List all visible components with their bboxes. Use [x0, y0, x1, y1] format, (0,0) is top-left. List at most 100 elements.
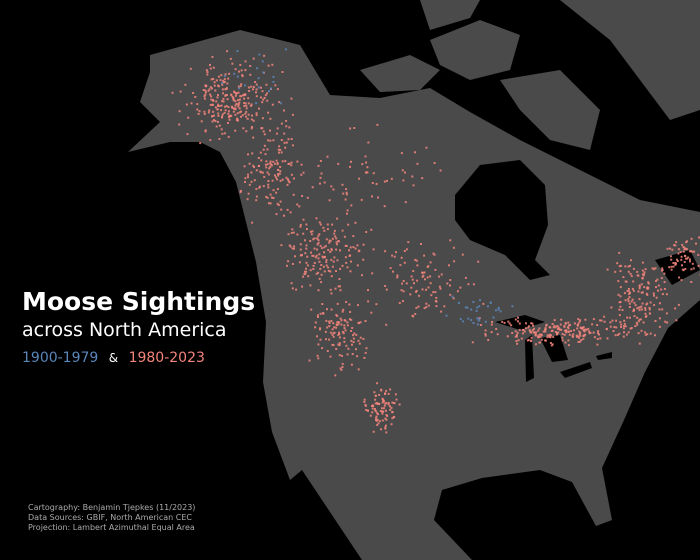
sighting-dot	[338, 344, 341, 347]
sighting-dot	[327, 269, 330, 272]
sighting-dot	[462, 320, 465, 323]
sighting-dot	[299, 223, 302, 226]
sighting-dot	[386, 179, 388, 182]
sighting-dot	[516, 331, 519, 334]
sighting-dot	[221, 88, 224, 91]
sighting-dot	[337, 343, 340, 346]
sighting-dot	[546, 336, 549, 339]
sighting-dot	[224, 105, 227, 108]
sighting-dot	[275, 213, 278, 216]
sighting-dot	[501, 320, 504, 323]
sighting-dot	[291, 113, 294, 116]
sighting-dot	[661, 269, 664, 272]
sighting-dot	[244, 181, 246, 183]
sighting-dot	[643, 271, 646, 274]
arctic-island	[420, 0, 480, 30]
sighting-dot	[215, 125, 218, 128]
sighting-dot	[316, 243, 319, 246]
sighting-dot	[429, 275, 432, 278]
sighting-dot	[666, 321, 669, 324]
sighting-dot	[257, 165, 260, 167]
sighting-dot	[567, 321, 570, 324]
sighting-dot	[372, 248, 375, 251]
sighting-dot	[220, 128, 223, 131]
sighting-dot	[290, 97, 293, 100]
hudson-bay	[455, 160, 550, 280]
sighting-dot	[216, 120, 219, 123]
sighting-dot	[236, 118, 239, 121]
sighting-dot	[534, 343, 537, 346]
sighting-dot	[281, 178, 284, 181]
sighting-dot	[237, 105, 240, 108]
sighting-dot	[629, 291, 631, 294]
great-lake	[560, 362, 592, 378]
sighting-dot	[647, 287, 650, 289]
sighting-dot	[247, 192, 250, 195]
sighting-dot	[689, 260, 691, 263]
sighting-dot	[475, 309, 478, 312]
sighting-dot	[339, 289, 342, 292]
sighting-dot	[446, 282, 449, 285]
sighting-dot	[389, 388, 392, 391]
sighting-dot	[676, 260, 679, 262]
sighting-dot	[422, 274, 425, 277]
sighting-dot	[685, 248, 688, 251]
sighting-dot	[226, 94, 228, 96]
sighting-dot	[200, 120, 203, 123]
sighting-dot	[332, 335, 335, 338]
sighting-dot	[585, 328, 588, 331]
sighting-dot	[511, 332, 514, 334]
sighting-dot	[224, 94, 227, 97]
sighting-dot	[255, 112, 258, 115]
sighting-dot	[611, 319, 614, 322]
sighting-dot	[324, 255, 326, 258]
sighting-dot	[630, 327, 633, 329]
sighting-dot	[338, 278, 341, 280]
sighting-dot	[267, 173, 270, 176]
sighting-dot	[257, 157, 260, 159]
sighting-dot	[326, 308, 328, 311]
sighting-dot	[330, 308, 333, 311]
sighting-dot	[598, 333, 600, 336]
sighting-dot	[316, 237, 319, 240]
sighting-dot	[376, 412, 379, 415]
sighting-dot	[563, 325, 566, 328]
sighting-dot	[421, 271, 424, 274]
sighting-dot	[299, 254, 302, 257]
sighting-dot	[279, 170, 282, 173]
sighting-dot	[276, 127, 279, 130]
sighting-dot	[250, 118, 253, 121]
sighting-dot	[402, 300, 404, 303]
sighting-dot	[596, 338, 599, 340]
sighting-dot	[234, 68, 237, 71]
sighting-dot	[203, 95, 206, 98]
sighting-dot	[686, 257, 688, 260]
sighting-dot	[265, 195, 268, 198]
sighting-dot	[349, 165, 351, 168]
sighting-dot	[643, 286, 646, 289]
sighting-dot	[194, 96, 197, 98]
sighting-dot	[678, 276, 681, 279]
sighting-dot	[222, 97, 225, 100]
sighting-dot	[411, 278, 414, 281]
sighting-dot	[215, 79, 218, 82]
sighting-dot	[552, 335, 555, 338]
sighting-dot	[623, 325, 626, 327]
sighting-dot	[597, 330, 600, 333]
sighting-dot	[367, 409, 369, 412]
sighting-dot	[476, 306, 479, 309]
sighting-dot	[640, 329, 643, 332]
sighting-dot	[609, 325, 612, 328]
sighting-dot	[243, 102, 246, 104]
sighting-dot	[271, 196, 273, 199]
greenland	[560, 0, 700, 120]
sighting-dot	[223, 78, 226, 81]
sighting-dot	[218, 105, 221, 107]
sighting-dot	[627, 300, 630, 303]
sighting-dot	[218, 138, 221, 140]
sighting-dot	[246, 198, 249, 201]
sighting-dot	[302, 275, 305, 278]
sighting-dot	[542, 330, 545, 333]
sighting-dot	[459, 286, 462, 289]
sighting-dot	[222, 79, 225, 82]
